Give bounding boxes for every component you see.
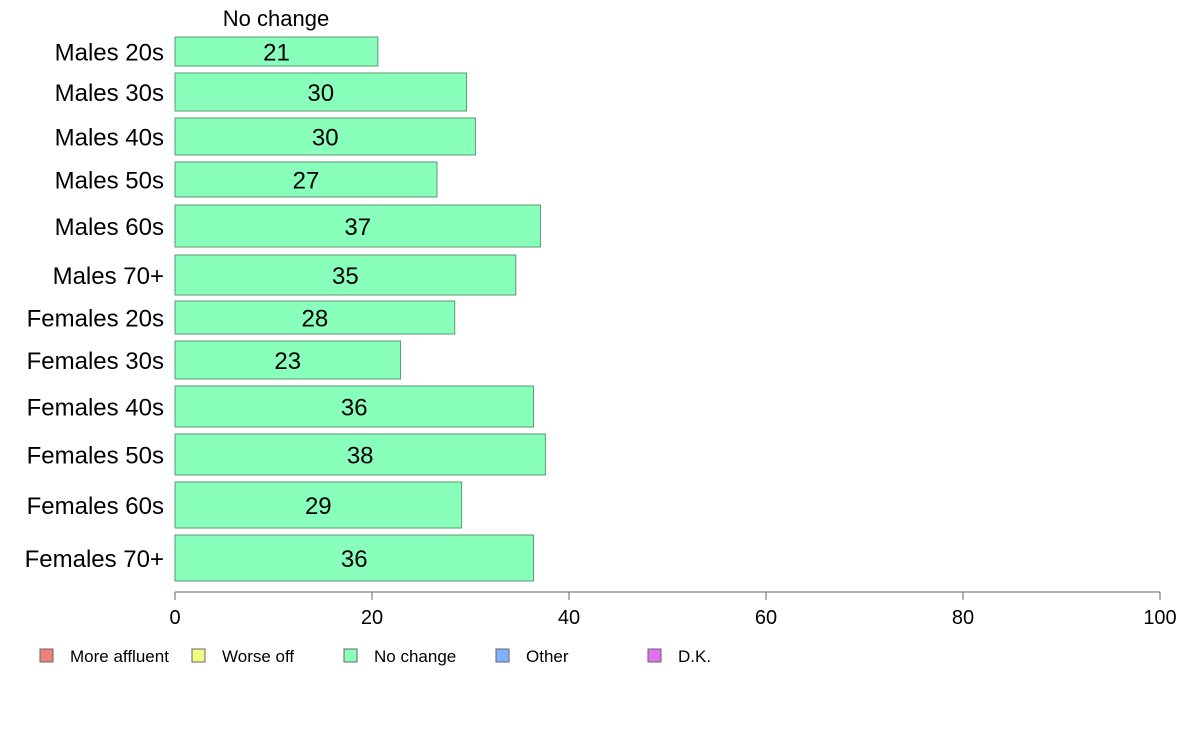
category-label: Females 30s (27, 348, 164, 375)
legend-swatch (343, 648, 358, 663)
legend-label: D.K. (678, 647, 711, 666)
bar-value-label: 37 (344, 214, 371, 241)
legend-label: Worse off (222, 647, 294, 666)
legend-label: No change (374, 647, 456, 666)
legend-swatch (495, 648, 510, 663)
category-label: Males 30s (55, 80, 164, 107)
bar (174, 36, 379, 67)
bar (174, 254, 517, 296)
bar-value-label: 36 (341, 395, 368, 422)
bar-value-label: 23 (274, 348, 301, 375)
x-tick-label: 40 (558, 607, 580, 629)
bar (174, 481, 463, 529)
x-tick-label: 80 (952, 607, 974, 629)
bar (174, 72, 468, 112)
bar-value-label: 30 (312, 125, 339, 152)
bar-value-label: 38 (347, 443, 374, 470)
bar (174, 534, 535, 582)
legend-swatch (647, 648, 662, 663)
category-label: Males 40s (55, 125, 164, 152)
category-label: Males 70+ (53, 263, 164, 290)
bar (174, 161, 438, 198)
bars-layer: Males 20s 21 Males 30s 30 Males 40s 30 Males 5… (25, 36, 546, 582)
bar (174, 385, 535, 428)
category-label: Females 70+ (25, 546, 164, 573)
category-label: Males 60s (55, 214, 164, 241)
legend-swatch (191, 648, 206, 663)
bar (174, 204, 541, 248)
bar (174, 433, 546, 476)
bar-value-label: 36 (341, 546, 368, 573)
x-axis: 0 20 40 60 80 100 (169, 591, 1177, 629)
x-tick-label: 0 (169, 607, 180, 629)
bar (174, 117, 476, 156)
bar-value-label: 30 (307, 80, 334, 107)
bar-value-label: 28 (302, 306, 329, 333)
legend-label: Other (526, 647, 569, 666)
bar-value-label: 29 (305, 493, 332, 520)
legend-swatch (39, 648, 54, 663)
x-tick-label: 100 (1143, 607, 1176, 629)
x-tick-label: 60 (755, 607, 777, 629)
x-tick-label: 20 (361, 607, 383, 629)
category-label: Females 40s (27, 395, 164, 422)
bar-value-label: 35 (332, 263, 359, 290)
category-label: Females 50s (27, 443, 164, 470)
bar (174, 340, 402, 380)
category-label: Females 60s (27, 493, 164, 520)
column-header: No change (223, 6, 329, 31)
bar-value-label: 27 (293, 168, 320, 195)
bar (174, 300, 456, 335)
category-label: Males 20s (55, 40, 164, 67)
category-label: Males 50s (55, 168, 164, 195)
legend-label: More affluent (70, 647, 169, 666)
category-label: Females 20s (27, 306, 164, 333)
bar-value-label: 21 (263, 40, 290, 67)
legend: More affluent Worse off No change Other D.K. (39, 647, 711, 666)
